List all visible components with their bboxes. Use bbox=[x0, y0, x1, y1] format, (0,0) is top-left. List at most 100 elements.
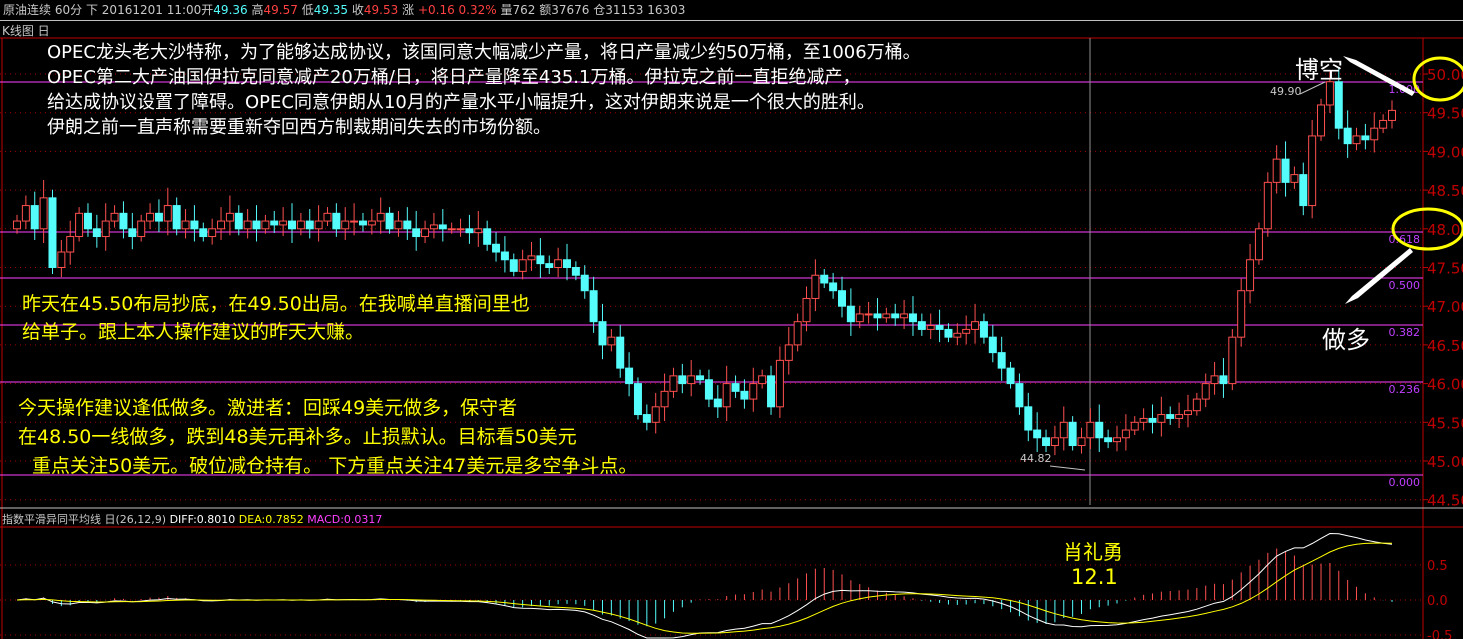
note-line: 伊朗之前一直声称需要重新夺回西方制裁期间失去的市场份额。 bbox=[47, 117, 551, 138]
period[interactable]: 60分 bbox=[54, 3, 83, 17]
candle-down bbox=[509, 259, 518, 272]
candle-up bbox=[296, 220, 305, 230]
candle-up bbox=[376, 212, 385, 222]
candle-down bbox=[403, 220, 412, 230]
candle-up bbox=[962, 328, 971, 334]
note-line: 给单子。跟上本人操作建议的昨天大赚。 bbox=[22, 321, 365, 343]
macd-value: MACD:0.0317 bbox=[307, 513, 383, 526]
candle-up bbox=[429, 224, 438, 230]
candle-up bbox=[1317, 104, 1326, 137]
price-tick-label: 47.50 bbox=[1427, 260, 1463, 278]
candle-up bbox=[208, 228, 217, 238]
price-tick-label: 50.00 bbox=[1427, 66, 1463, 84]
candle-up bbox=[1370, 127, 1379, 141]
candle-down bbox=[598, 321, 607, 346]
candle-up bbox=[217, 220, 226, 230]
candle-down bbox=[1006, 367, 1015, 385]
candle-up bbox=[660, 390, 669, 408]
candle-up bbox=[1308, 135, 1317, 207]
macd-tick-label: 0.0 bbox=[1427, 594, 1448, 609]
candle-down bbox=[713, 398, 722, 408]
note-line: OPEC第二大产油国伊拉克同意减产20万桶/日，将日产量降至435.1万桶。伊拉… bbox=[47, 67, 861, 88]
candle-down bbox=[234, 212, 243, 230]
candle-down bbox=[1024, 406, 1033, 431]
fib-label: 0.382 bbox=[1389, 326, 1421, 339]
price-tick-label: 48.00 bbox=[1427, 221, 1463, 239]
candle-up bbox=[1272, 158, 1281, 183]
candle-down bbox=[1219, 375, 1228, 385]
candle-down bbox=[92, 228, 101, 238]
candle-up bbox=[323, 212, 332, 222]
candle-down bbox=[154, 212, 163, 222]
macd-dea: DEA:0.7852 bbox=[238, 513, 304, 526]
candle-down bbox=[1281, 158, 1290, 183]
candle-up bbox=[864, 313, 873, 316]
close-label: 收 bbox=[351, 3, 364, 17]
open-label: 开 bbox=[201, 3, 214, 17]
fib-label: 0.236 bbox=[1389, 383, 1421, 396]
price-tick-label: 48.50 bbox=[1427, 182, 1463, 200]
kline-title[interactable]: K线图 日 bbox=[2, 24, 50, 38]
divider bbox=[0, 20, 1463, 21]
candle-down bbox=[172, 205, 181, 230]
candle-down bbox=[580, 274, 589, 292]
candle-up bbox=[1201, 383, 1210, 400]
candle-down bbox=[891, 313, 900, 319]
candle-down bbox=[988, 336, 997, 354]
candle-up bbox=[1183, 410, 1192, 416]
candle-up bbox=[554, 259, 563, 269]
candle-up bbox=[1157, 414, 1166, 423]
candle-down bbox=[571, 267, 580, 276]
close-value: 49.53 bbox=[363, 3, 399, 17]
diff-line bbox=[16, 532, 1393, 639]
candle-up bbox=[1254, 228, 1263, 261]
symbol: 原油连续 bbox=[3, 3, 52, 17]
candle-up bbox=[749, 383, 758, 400]
candle-up bbox=[687, 375, 696, 385]
candle-up bbox=[447, 228, 456, 231]
candle-down bbox=[252, 220, 261, 230]
candle-down bbox=[305, 220, 314, 230]
candle-up bbox=[66, 236, 75, 253]
candle-down bbox=[438, 224, 447, 230]
price-tick-label: 44.50 bbox=[1427, 492, 1463, 510]
candle-up bbox=[474, 228, 483, 234]
candle-up bbox=[1192, 398, 1201, 412]
candle-up bbox=[1290, 174, 1299, 183]
candle-down bbox=[917, 321, 926, 330]
fib-label: 0.000 bbox=[1389, 476, 1421, 489]
candle-up bbox=[953, 332, 962, 338]
candle-up bbox=[341, 220, 350, 230]
candle-up bbox=[13, 220, 21, 230]
candle-down bbox=[944, 328, 953, 338]
candle-down bbox=[704, 379, 713, 400]
candle-down bbox=[997, 352, 1006, 369]
candle-up bbox=[607, 336, 616, 346]
fib-label: 0.500 bbox=[1389, 279, 1421, 292]
note-line: OPEC龙头老大沙特称，为了能够达成协议，该国同意大幅减少产量，将日产量减少约5… bbox=[47, 42, 921, 63]
candle-up bbox=[181, 220, 190, 230]
candle-up bbox=[243, 220, 252, 230]
candle-up bbox=[21, 205, 30, 222]
arrow-icon bbox=[1345, 248, 1413, 304]
macd-name[interactable]: 指数平滑异同平均线 日(26,12,9) bbox=[2, 513, 167, 526]
candle-down bbox=[625, 367, 634, 385]
candle-up bbox=[1086, 421, 1095, 439]
high-mark-line bbox=[1299, 81, 1326, 95]
candle-down bbox=[332, 212, 341, 230]
candle-down bbox=[1361, 135, 1370, 141]
candle-up bbox=[882, 313, 891, 319]
candle-up bbox=[350, 220, 359, 223]
candle-down bbox=[1166, 414, 1175, 419]
note-line: 重点关注50美元。破位减仓持有。 下方重点关注47美元是多空争斗点。 bbox=[32, 455, 638, 477]
candle-down bbox=[1343, 127, 1352, 145]
candle-up bbox=[900, 313, 909, 319]
note-line: 昨天在45.50布局抄底，在49.50出局。在我喊单直播间里也 bbox=[22, 293, 530, 315]
candle-down bbox=[1015, 383, 1024, 408]
candle-up bbox=[75, 212, 84, 238]
candle-down bbox=[829, 282, 838, 292]
candle-up bbox=[1379, 119, 1388, 129]
candle-down bbox=[412, 228, 421, 238]
high-label: 高 bbox=[251, 3, 264, 17]
